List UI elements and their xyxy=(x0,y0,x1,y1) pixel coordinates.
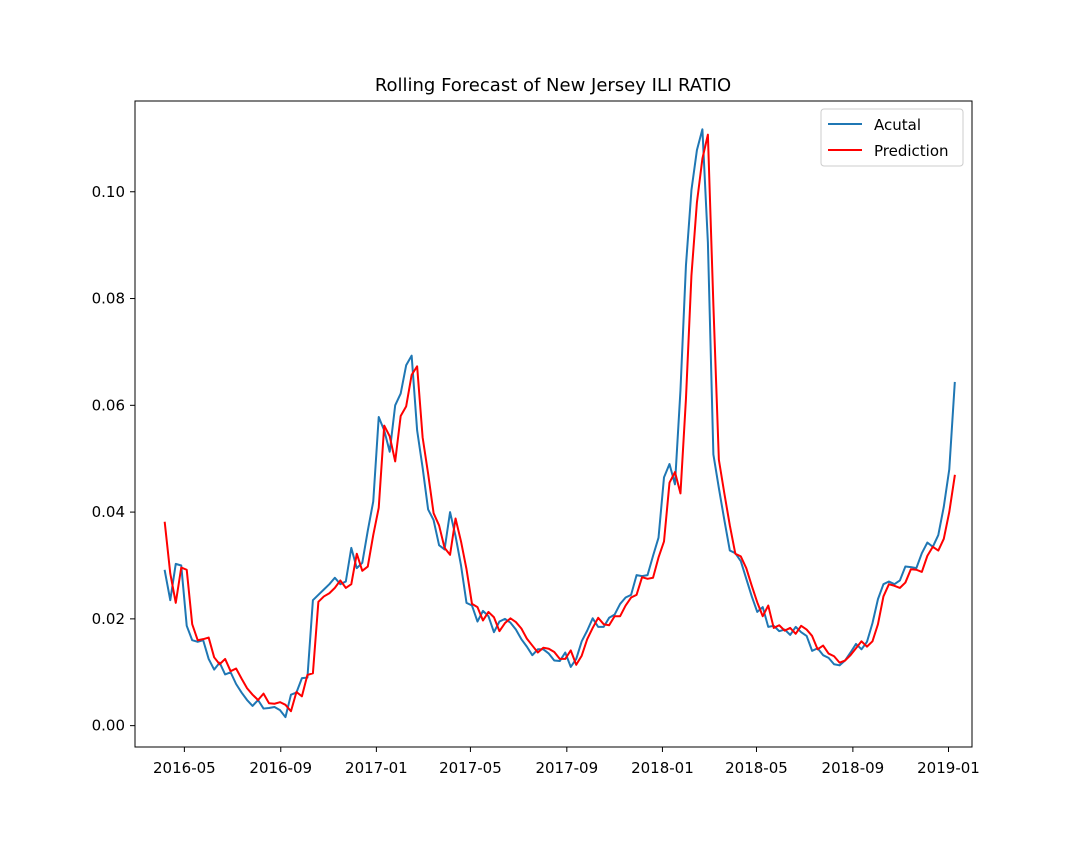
series-line-acutal xyxy=(163,128,956,719)
x-tick-label: 2017-05 xyxy=(439,759,502,777)
x-tick-label: 2018-01 xyxy=(631,759,694,777)
series-layer xyxy=(163,128,956,719)
y-tick-label: 0.00 xyxy=(92,717,125,735)
x-tick-label: 2016-05 xyxy=(153,759,216,777)
y-tick-label: 0.10 xyxy=(92,183,125,201)
x-tick-label: 2018-05 xyxy=(725,759,788,777)
y-tick-label: 0.02 xyxy=(92,610,125,628)
legend-label-acutal: Acutal xyxy=(874,116,921,134)
series-line-prediction xyxy=(163,133,956,713)
x-tick-label: 2017-09 xyxy=(535,759,598,777)
legend: Acutal Prediction xyxy=(820,108,964,167)
y-tick-label: 0.04 xyxy=(92,503,125,521)
x-axis: 2016-05 2016-09 2017-01 2017-05 2017-09 2018-… xyxy=(153,747,980,777)
plot-frame xyxy=(134,100,973,748)
legend-label-prediction: Prediction xyxy=(874,142,949,160)
x-tick-label: 2019-01 xyxy=(917,759,980,777)
chart-title: Rolling Forecast of New Jersey ILI RATIO xyxy=(375,75,731,96)
y-axis: 0.00 0.02 0.04 0.06 0.08 0.10 xyxy=(92,183,135,735)
x-tick-label: 2017-01 xyxy=(345,759,408,777)
y-tick-label: 0.08 xyxy=(92,290,125,308)
y-tick-label: 0.06 xyxy=(92,396,125,414)
x-tick-label: 2016-09 xyxy=(249,759,312,777)
x-tick-label: 2018-09 xyxy=(822,759,885,777)
